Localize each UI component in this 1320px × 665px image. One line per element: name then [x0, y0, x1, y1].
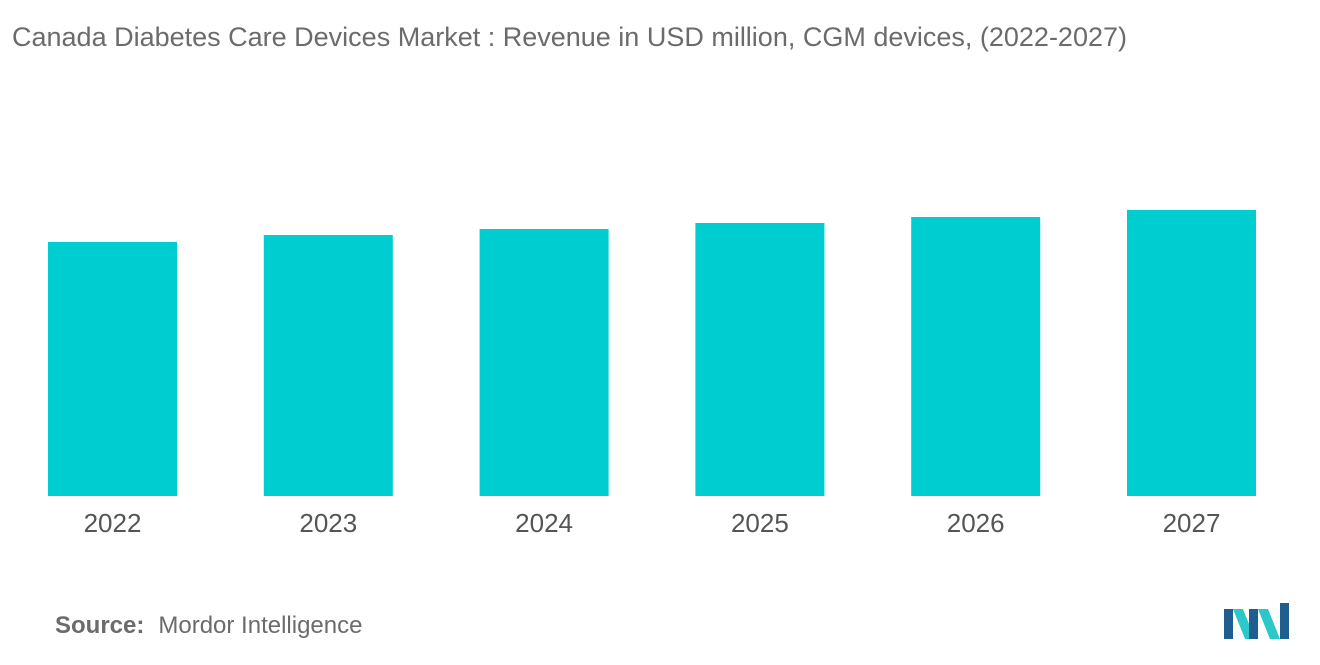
- mordor-intelligence-logo-icon: [1224, 603, 1289, 639]
- bar-2025: [695, 223, 825, 496]
- logo-right-diagonal: [1258, 609, 1280, 639]
- x-tick-label-2027: 2027: [1163, 508, 1221, 538]
- logo-middle-stroke: [1249, 609, 1258, 639]
- x-tick-label-2022: 2022: [84, 508, 142, 538]
- bar-2023: [263, 235, 393, 496]
- bar-2022: [48, 242, 177, 496]
- bar-2024: [479, 229, 609, 496]
- source-text: Mordor Intelligence: [158, 612, 363, 639]
- x-axis-tick-labels: 2022 2023 2024 2025 2026 2027: [84, 508, 1221, 538]
- x-tick-label-2023: 2023: [299, 508, 357, 538]
- source-label: Source:: [55, 612, 145, 639]
- bar-2026: [911, 217, 1041, 496]
- bar-2027: [1127, 210, 1256, 496]
- bars-group: [48, 210, 1256, 496]
- chart-title: Canada Diabetes Care Devices Market : Re…: [12, 22, 1127, 52]
- logo-left-stroke: [1224, 609, 1233, 639]
- x-tick-label-2024: 2024: [515, 508, 573, 538]
- x-tick-label-2025: 2025: [731, 508, 789, 538]
- logo-right-stroke: [1280, 603, 1289, 639]
- x-tick-label-2026: 2026: [947, 508, 1005, 538]
- source-note: Source: Mordor Intelligence: [55, 612, 362, 640]
